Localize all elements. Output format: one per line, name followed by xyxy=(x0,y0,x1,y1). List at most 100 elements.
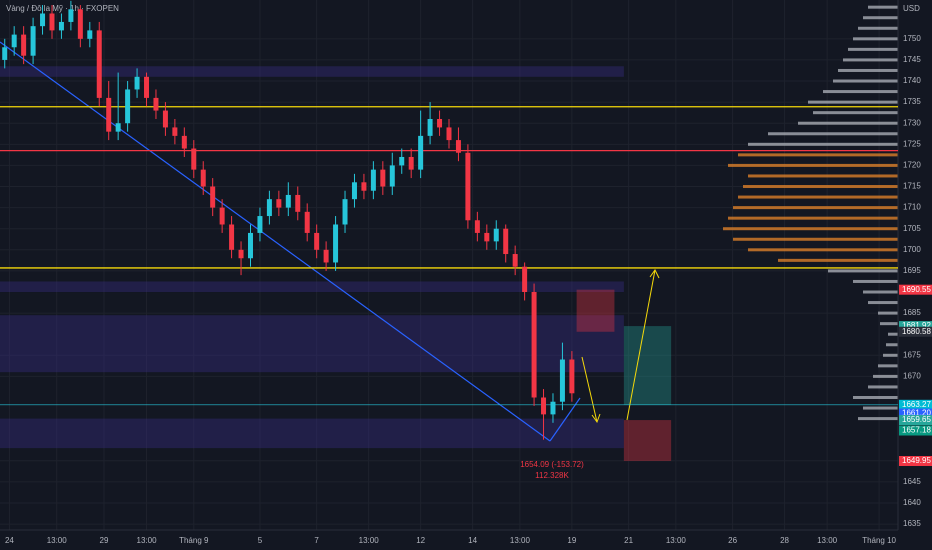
y-tick-label: 1685 xyxy=(903,308,921,317)
chart-title: Vàng / Đô la Mỹ · 1h · FXOPEN xyxy=(6,4,119,13)
candle-body xyxy=(106,97,112,132)
candle-body xyxy=(30,26,36,56)
projection-line xyxy=(549,397,581,442)
volume-profile-bar xyxy=(768,132,898,136)
volume-profile-bar xyxy=(728,163,898,167)
candle-body xyxy=(295,194,301,212)
price-label: 1661.20 xyxy=(902,409,931,418)
trend-line xyxy=(0,41,551,442)
volume-profile-bar xyxy=(888,332,898,336)
zone xyxy=(0,281,624,293)
volume-profile-bar xyxy=(748,174,898,178)
candle-body xyxy=(474,220,480,233)
annotation: 1654.09 (-153.72) xyxy=(520,460,584,469)
volume-profile-bar xyxy=(863,16,898,20)
x-tick-label: 12 xyxy=(416,536,425,545)
candle-body xyxy=(11,34,17,48)
y-tick-label: 1705 xyxy=(903,224,921,233)
candle-body xyxy=(455,140,461,153)
price-label-box xyxy=(899,326,932,337)
candle-body xyxy=(361,182,367,191)
y-tick-label: 1725 xyxy=(903,139,921,148)
x-tick-label: 13:00 xyxy=(359,536,380,545)
x-tick-label: 7 xyxy=(314,536,319,545)
volume-profile-bar xyxy=(868,385,898,389)
candle-body xyxy=(541,397,547,415)
x-tick-label: 28 xyxy=(780,536,789,545)
candle-body xyxy=(465,152,471,221)
volume-profile-bar xyxy=(838,68,898,72)
candle-body xyxy=(285,194,291,208)
volume-profile-bar xyxy=(823,90,898,94)
y-tick-label: 1670 xyxy=(903,372,921,381)
candle-body xyxy=(87,30,93,39)
candle-body xyxy=(210,186,216,208)
y-tick-label: 1750 xyxy=(903,34,921,43)
volume-profile-bar xyxy=(878,364,898,368)
volume-profile-bar xyxy=(863,290,898,294)
volume-profile-bar xyxy=(813,111,898,115)
candle-body xyxy=(134,76,140,90)
price-label: 1680.58 xyxy=(902,327,931,336)
volume-profile-bar xyxy=(828,269,898,273)
candle-body xyxy=(2,47,8,60)
y-tick-label: 1640 xyxy=(903,498,921,507)
candle-body xyxy=(314,232,320,250)
candle-body xyxy=(408,156,414,170)
volume-profile-bar xyxy=(873,374,898,378)
candle-body xyxy=(219,207,225,225)
candle-body xyxy=(172,127,178,136)
volume-profile-bar xyxy=(848,47,898,51)
y-tick-label: 1700 xyxy=(903,245,921,254)
price-label: 1690.55 xyxy=(902,285,931,294)
price-label-box xyxy=(899,425,932,436)
candle-body xyxy=(257,216,263,233)
candle-body xyxy=(247,232,253,259)
volume-profile-bar xyxy=(853,396,898,399)
y-tick-label: 1720 xyxy=(903,161,921,170)
zone xyxy=(623,326,672,405)
x-tick-label: 14 xyxy=(468,536,477,545)
candle-body xyxy=(49,13,55,31)
price-label: 1659.65 xyxy=(902,415,931,424)
x-tick-label: 13:00 xyxy=(666,536,687,545)
candle-body xyxy=(191,148,197,170)
candle-body xyxy=(21,34,27,56)
price-label-box xyxy=(899,321,932,332)
candle-body xyxy=(446,127,452,141)
annotation: 112.328K xyxy=(535,471,569,480)
volume-profile-bar xyxy=(733,237,898,241)
candle-body xyxy=(144,76,150,98)
candle-body xyxy=(162,110,168,128)
candle-body xyxy=(323,249,329,263)
y-tick-label: 1635 xyxy=(903,519,921,528)
volume-profile-bar xyxy=(878,311,898,315)
candle-body xyxy=(484,232,490,242)
x-tick-label: 5 xyxy=(258,536,263,545)
price-label-box xyxy=(899,415,932,426)
volume-profile-bar xyxy=(886,343,898,347)
arrow-head xyxy=(591,413,601,424)
x-tick-label: 29 xyxy=(100,536,109,545)
volume-profile-bar xyxy=(743,185,898,189)
price-label: 1663.27 xyxy=(902,400,931,409)
y-tick-label: 1730 xyxy=(903,118,921,127)
y-tick-label: 1745 xyxy=(903,55,921,64)
x-tick-label: 13:00 xyxy=(510,536,531,545)
volume-profile-bar xyxy=(858,26,898,30)
x-tick-label: Tháng 9 xyxy=(179,536,209,545)
y-tick-label: 1740 xyxy=(903,76,921,85)
y-tick-label: 1675 xyxy=(903,350,921,359)
volume-profile-bar xyxy=(868,5,898,9)
x-tick-label: Tháng 10 xyxy=(862,536,896,545)
price-label-box xyxy=(899,456,932,467)
price-label-box xyxy=(899,399,932,410)
candle-body xyxy=(238,249,244,259)
volume-profile-bar xyxy=(738,195,898,199)
candle-body xyxy=(351,182,357,200)
volume-profile-bar xyxy=(868,301,898,305)
arrow-down xyxy=(581,356,598,423)
candle-body xyxy=(58,21,64,31)
price-label: 1681.92 xyxy=(902,321,931,330)
